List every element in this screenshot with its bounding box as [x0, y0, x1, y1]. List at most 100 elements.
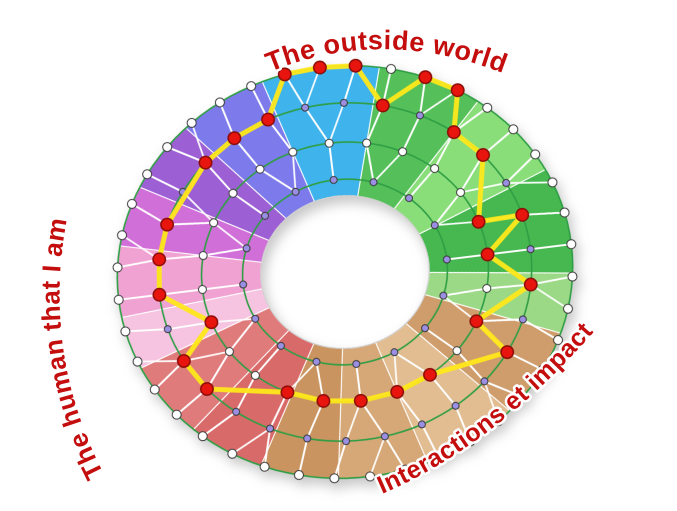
ring-node [365, 471, 376, 482]
mesh-line [459, 154, 484, 193]
ring-node [380, 432, 389, 441]
mesh-line [206, 351, 231, 390]
mesh-line [202, 411, 237, 437]
ring-node [117, 230, 128, 241]
ring-node [291, 187, 300, 196]
mesh-line [328, 102, 345, 144]
ring-node [439, 291, 448, 300]
mesh-line [121, 234, 160, 261]
mesh-line [254, 345, 282, 377]
ring-node [342, 437, 351, 446]
sector-wedges [116, 65, 574, 479]
red-node [523, 277, 538, 292]
ring-node [329, 473, 340, 484]
red-node [198, 155, 213, 170]
red-node [469, 314, 484, 329]
mesh-line [183, 350, 230, 362]
mesh-line [369, 436, 386, 477]
ring-node [251, 314, 260, 323]
ring-node [312, 357, 321, 366]
ring-node [113, 294, 124, 305]
ring-node [261, 211, 270, 220]
ring-node [142, 169, 153, 180]
ring-node [369, 178, 378, 187]
mesh-line [530, 283, 569, 310]
ring-node [209, 218, 219, 228]
red-node [418, 70, 433, 85]
mesh-line [298, 438, 309, 476]
mesh-line [456, 350, 486, 382]
red-node [227, 131, 242, 146]
ring-node [242, 244, 251, 253]
mesh-line [443, 287, 487, 297]
mesh-line [304, 67, 321, 108]
ring-node [255, 164, 265, 174]
mesh-line [333, 440, 347, 479]
mesh-line [505, 153, 536, 184]
ring-node [259, 461, 270, 472]
mesh-line [228, 318, 256, 353]
red-node [312, 60, 327, 75]
ring-node [517, 391, 528, 402]
ring-node [508, 124, 519, 135]
red-node [423, 367, 437, 382]
mesh-line [372, 151, 404, 183]
red-node [277, 67, 292, 82]
ring-node [186, 117, 197, 128]
ring-node [324, 138, 334, 148]
ring-node [502, 178, 511, 187]
ring-node [553, 335, 564, 346]
red-node [316, 394, 331, 408]
ring-node [163, 325, 172, 334]
ring-node [120, 326, 131, 337]
ring-outline [260, 195, 430, 349]
mesh-line [365, 142, 375, 183]
ring-node [386, 63, 397, 74]
mesh-line [530, 243, 572, 251]
ring-node [352, 360, 361, 369]
mesh-line [506, 181, 553, 184]
mesh-line [159, 254, 204, 261]
ring-node [417, 420, 426, 429]
ring-node [288, 147, 298, 157]
mesh-line [213, 222, 248, 250]
mesh-line [421, 424, 440, 459]
mesh-line [304, 107, 330, 144]
red-node [390, 384, 405, 399]
mesh-line [137, 360, 184, 363]
mesh-line [454, 405, 471, 442]
mesh-line [231, 427, 271, 455]
red-node [204, 315, 219, 330]
ring-node [442, 255, 451, 264]
red-node [480, 247, 495, 262]
ring-node [400, 464, 411, 475]
mesh-line [486, 283, 531, 290]
ring-node [530, 149, 541, 160]
mesh-line [476, 318, 523, 323]
mesh-line [291, 152, 297, 192]
ring-node [171, 409, 182, 420]
mesh-line [146, 173, 184, 193]
mesh-line [328, 143, 335, 181]
ring-node [266, 424, 275, 433]
label-human-that-i-am: The human that I am [36, 215, 110, 484]
mesh-line [360, 400, 386, 437]
ring-node [227, 448, 238, 459]
red-nodes [152, 58, 538, 408]
mesh-line [487, 248, 531, 256]
mesh-line [530, 275, 573, 286]
red-node [500, 345, 515, 360]
ring-node [126, 198, 137, 209]
mesh-line [434, 220, 479, 227]
mesh-line [401, 115, 421, 153]
mesh-line [211, 317, 256, 324]
ring-node [452, 346, 462, 356]
ring-node [430, 221, 439, 230]
ring-node [480, 377, 489, 386]
red-node [515, 207, 530, 222]
ring-node [420, 324, 429, 333]
mesh-line [263, 428, 271, 467]
red-node [353, 393, 368, 408]
ring-node [405, 194, 414, 203]
